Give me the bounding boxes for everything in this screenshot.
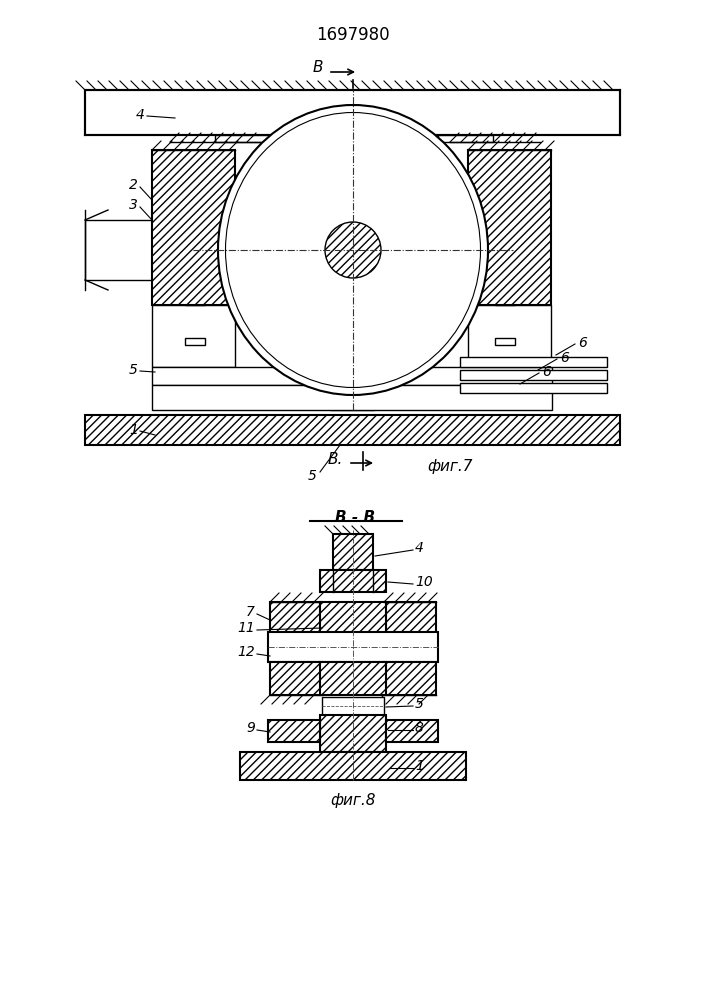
Bar [322,697,384,715]
Text: 6: 6 [560,351,569,365]
Bar [320,662,386,695]
Bar [495,338,515,345]
Bar [185,338,205,345]
Bar [152,385,552,410]
Text: 4: 4 [136,108,145,122]
Bar [268,632,438,662]
Text: 1697980: 1697980 [316,26,390,44]
Bar [270,662,322,695]
Bar [152,367,552,385]
Bar [438,135,493,142]
Text: В.: В. [327,452,343,468]
Text: 7: 7 [246,605,255,619]
Text: 1: 1 [129,423,138,437]
Bar [320,602,386,640]
Text: 5: 5 [308,469,317,483]
Text: 8: 8 [415,721,424,735]
Bar [85,90,620,135]
Text: фиг.8: фиг.8 [330,792,375,808]
Text: 5: 5 [129,363,138,377]
Bar [270,602,322,640]
Bar [460,370,607,380]
Text: 9: 9 [246,721,255,735]
Bar [384,602,436,640]
Ellipse shape [218,105,488,395]
Bar [85,220,152,280]
Bar [215,135,270,142]
Text: 3: 3 [129,198,138,212]
Bar [85,415,620,445]
Bar [320,570,386,592]
Bar [240,752,466,780]
Bar [185,298,205,305]
Bar [152,305,235,367]
Bar [320,715,386,752]
Text: 6: 6 [542,365,551,379]
Text: 10: 10 [415,575,433,589]
Ellipse shape [325,222,381,278]
Bar [495,298,515,305]
Bar [384,662,436,695]
Bar [330,305,374,410]
Bar [468,150,551,305]
Bar [460,357,607,367]
Text: 2: 2 [129,178,138,192]
Bar [335,308,369,407]
Text: фиг.7: фиг.7 [427,460,473,475]
Text: 12: 12 [238,645,255,659]
Text: 6: 6 [578,336,587,350]
Text: В - В: В - В [335,510,375,524]
Ellipse shape [226,112,481,387]
Bar [386,720,438,742]
Text: В: В [312,60,323,76]
Bar [268,720,320,742]
Bar [460,383,607,393]
Text: 1: 1 [415,759,424,773]
Bar [152,150,235,305]
Bar [333,534,373,570]
Bar [468,305,551,367]
Text: 5: 5 [415,697,424,711]
Text: 4: 4 [415,541,424,555]
Text: 11: 11 [238,621,255,635]
